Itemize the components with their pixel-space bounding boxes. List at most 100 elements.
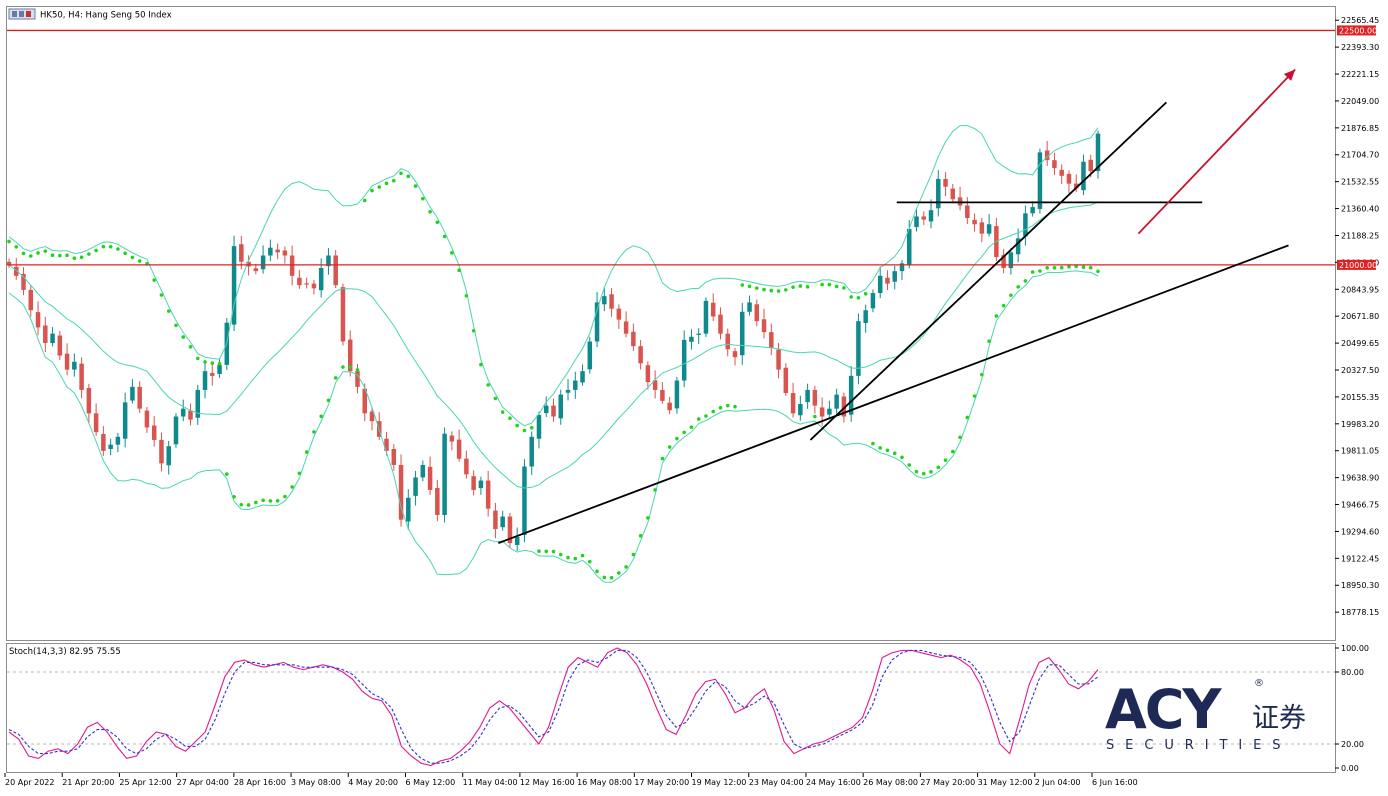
candle-body[interactable] (514, 536, 520, 545)
candle-body[interactable] (986, 224, 992, 234)
candle-body[interactable] (151, 425, 157, 440)
candle-body[interactable] (1073, 183, 1079, 189)
candle-body[interactable] (747, 302, 752, 312)
candle-body[interactable] (50, 333, 55, 344)
target-arrow-shaft[interactable] (1137, 68, 1296, 235)
candle-body[interactable] (137, 386, 142, 409)
candle-body[interactable] (493, 510, 498, 530)
candle-body[interactable] (130, 386, 135, 401)
candle-body[interactable] (609, 294, 614, 309)
candle-body[interactable] (122, 402, 128, 439)
candle-body[interactable] (841, 396, 847, 417)
candle-body[interactable] (275, 249, 280, 253)
candle-body[interactable] (340, 287, 346, 342)
candle-body[interactable] (573, 380, 578, 390)
candle-body[interactable] (652, 380, 658, 390)
candle-body[interactable] (6, 261, 12, 265)
candle-body[interactable] (210, 373, 215, 376)
candle-body[interactable] (870, 293, 876, 309)
candle-body[interactable] (1015, 238, 1021, 255)
candle-body[interactable] (384, 438, 389, 451)
candle-body[interactable] (1044, 150, 1050, 161)
main-chart-plot[interactable] (6, 29, 1335, 583)
candle-body[interactable] (391, 449, 397, 465)
candle-body[interactable] (783, 367, 789, 394)
candle-body[interactable] (950, 188, 956, 200)
candle-body[interactable] (260, 255, 266, 270)
candle-body[interactable] (732, 351, 738, 358)
candle-body[interactable] (798, 403, 803, 416)
candle-body[interactable] (413, 477, 418, 496)
candle-body[interactable] (471, 476, 476, 490)
candle-body[interactable] (1023, 213, 1028, 237)
candle-body[interactable] (427, 466, 433, 490)
candle-body[interactable] (57, 335, 63, 356)
candle-body[interactable] (623, 321, 629, 334)
candle-body[interactable] (565, 389, 571, 393)
candle-body[interactable] (972, 219, 977, 225)
candle-body[interactable] (602, 296, 607, 305)
candle-body[interactable] (507, 516, 513, 544)
candle-body[interactable] (587, 341, 593, 370)
candle-body[interactable] (885, 277, 890, 284)
candle-body[interactable] (282, 250, 288, 256)
candle-body[interactable] (979, 222, 985, 234)
candle-body[interactable] (660, 389, 665, 401)
candle-body[interactable] (558, 394, 564, 419)
candle-body[interactable] (761, 319, 767, 333)
candle-body[interactable] (645, 365, 651, 383)
candle-body[interactable] (819, 407, 825, 417)
candle-body[interactable] (456, 439, 462, 459)
candle-body[interactable] (406, 497, 411, 522)
candle-body[interactable] (442, 433, 447, 515)
candle-body[interactable] (906, 228, 912, 266)
candle-body[interactable] (805, 389, 810, 403)
candle-body[interactable] (877, 275, 883, 294)
candle-body[interactable] (217, 364, 222, 374)
candle-body[interactable] (311, 283, 317, 289)
candle-body[interactable] (921, 216, 927, 220)
candle-body[interactable] (289, 255, 295, 276)
candle-body[interactable] (195, 389, 201, 418)
candle-body[interactable] (689, 336, 694, 342)
candle-body[interactable] (827, 408, 832, 415)
candle-body[interactable] (28, 289, 34, 311)
candle-body[interactable] (892, 271, 897, 282)
candle-body[interactable] (965, 205, 970, 218)
candle-body[interactable] (268, 247, 273, 256)
candle-body[interactable] (478, 480, 484, 489)
candle-body[interactable] (536, 414, 542, 439)
candle-body[interactable] (115, 436, 121, 445)
stoch-plot[interactable] (7, 647, 1335, 767)
candle-body[interactable] (1001, 255, 1006, 269)
candle-body[interactable] (485, 480, 491, 509)
candle-body[interactable] (914, 216, 919, 228)
candle-body[interactable] (703, 300, 709, 334)
candle-body[interactable] (1052, 160, 1057, 168)
candle-body[interactable] (1066, 173, 1072, 184)
candle-body[interactable] (166, 446, 171, 466)
candle-body[interactable] (696, 333, 701, 335)
candle-body[interactable] (674, 380, 680, 409)
candle-body[interactable] (899, 263, 905, 272)
candle-body[interactable] (144, 410, 150, 428)
candle-body[interactable] (398, 464, 404, 520)
candle-body[interactable] (101, 434, 106, 451)
candle-body[interactable] (638, 346, 643, 364)
candle-body[interactable] (681, 339, 687, 381)
candle-body[interactable] (231, 246, 237, 325)
candle-body[interactable] (1059, 169, 1064, 176)
candle-body[interactable] (863, 310, 868, 324)
candle-body[interactable] (957, 197, 963, 206)
candle-body[interactable] (776, 349, 781, 370)
candle-body[interactable] (79, 363, 84, 390)
candle-body[interactable] (856, 321, 861, 376)
candle-body[interactable] (500, 516, 505, 528)
candle-body[interactable] (710, 302, 716, 317)
candle-body[interactable] (740, 311, 745, 356)
candle-body[interactable] (936, 178, 941, 209)
candle-body[interactable] (304, 283, 309, 285)
candle-body[interactable] (1030, 207, 1035, 214)
candle-body[interactable] (616, 308, 622, 320)
candle-body[interactable] (1008, 252, 1014, 269)
